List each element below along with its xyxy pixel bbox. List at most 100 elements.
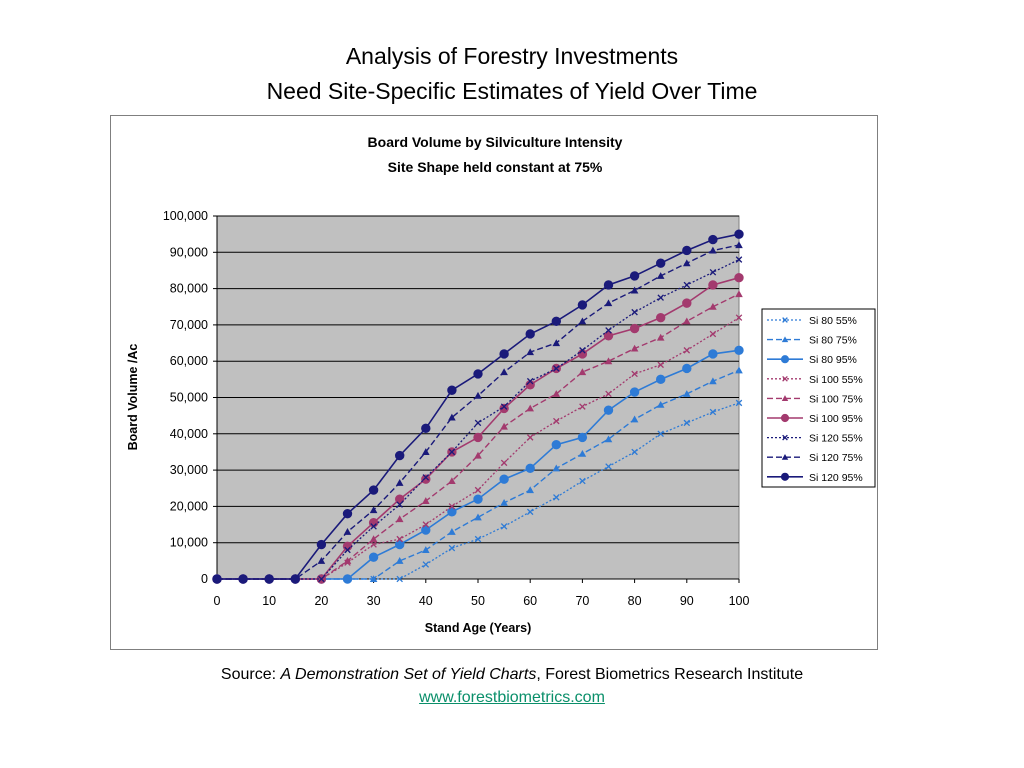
data-point [370,523,377,530]
legend-marker [781,453,789,460]
data-point [474,451,482,459]
chart-title: Board Volume by Silviculture Intensity [368,134,623,150]
legend-label: Si 120 55% [809,433,863,445]
legend-label: Si 120 95% [809,472,863,484]
data-point [735,314,743,321]
data-point [395,539,405,550]
x-tick-label: 70 [575,594,589,608]
data-point [342,508,353,519]
x-axis-label: Stand Age (Years) [425,621,532,635]
data-point [369,535,378,543]
data-point [578,449,587,457]
data-point [735,241,743,249]
data-point [526,508,534,516]
data-point [709,377,717,385]
y-tick-label: 50,000 [170,391,208,405]
data-point [734,273,744,283]
y-tick-label: 80,000 [170,282,208,296]
legend-label: Si 80 75% [809,335,857,347]
data-point [683,281,691,289]
legend-marker [780,413,790,423]
y-tick-label: 90,000 [170,245,208,259]
y-tick-label: 70,000 [170,318,208,332]
data-point [264,574,274,584]
data-point [473,432,483,443]
data-point [682,363,692,374]
y-tick-label: 60,000 [170,354,208,368]
legend-item-si-120-95: Si 120 95% [767,472,863,484]
data-point [630,344,639,352]
source-link[interactable]: www.forestbiometrics.com [419,689,605,706]
data-point [500,368,508,376]
data-point [734,345,744,356]
data-point [421,474,431,484]
data-point [709,408,717,416]
source-title: A Demonstration Set of Yield Charts [280,666,537,683]
source-prefix: Source: [220,666,281,683]
legend-item-si-100-95: Si 100 95% [767,413,863,425]
legend-label: Si 80 55% [809,315,857,327]
data-point [682,245,692,256]
data-point [447,507,457,517]
data-point [448,544,456,552]
y-tick-label: 10,000 [170,536,208,550]
y-tick-label: 30,000 [170,463,208,477]
data-point [552,464,561,472]
x-tick-label: 80 [628,594,642,608]
data-point [683,390,691,397]
legend-marker [782,317,788,323]
data-point [343,528,352,535]
data-point [683,419,691,427]
data-point [447,385,457,395]
data-point [578,317,587,325]
data-point [631,308,638,316]
legend-item-si-80-95: Si 80 95% [767,354,857,366]
data-point [473,369,483,379]
data-point [395,515,404,523]
legend-marker [782,375,788,382]
data-point [656,374,666,385]
data-point [577,432,588,443]
legend-marker [781,336,789,343]
slide-title-line2: Need Site-Specific Estimates of Yield Ov… [266,78,758,104]
chart-subtitle: Site Shape held constant at 75% [388,159,603,175]
data-point [605,463,612,470]
data-point [657,430,664,438]
data-point [553,417,560,425]
data-point [342,574,353,584]
data-point [630,286,639,294]
data-point [396,575,403,583]
data-point [656,258,666,268]
data-point [474,513,482,521]
data-point [578,368,587,376]
y-tick-label: 20,000 [170,499,208,513]
data-point [553,365,560,372]
data-point [500,523,508,530]
legend-item-si-80-55: Si 80 55% [767,315,857,327]
data-point [657,294,664,301]
data-point [422,561,430,568]
data-point [605,390,612,398]
data-point [317,557,326,564]
data-point [396,535,403,543]
data-point [631,448,638,456]
data-point [422,546,430,553]
data-point [551,316,561,326]
data-point [422,497,430,504]
data-point [579,477,586,485]
y-tick-label: 0 [201,572,208,586]
data-point [318,575,325,583]
data-point [290,574,301,584]
data-point [500,498,508,506]
source-citation: Source: A Demonstration Set of Yield Cha… [0,665,1024,685]
data-point [422,448,430,455]
legend-marker [780,355,790,364]
data-point [369,575,378,583]
data-point [343,557,352,564]
data-point [499,474,509,484]
x-tick-label: 30 [367,594,381,608]
data-point [708,280,718,290]
data-point [603,405,614,415]
data-point [656,400,665,408]
y-tick-label: 100,000 [163,209,208,223]
